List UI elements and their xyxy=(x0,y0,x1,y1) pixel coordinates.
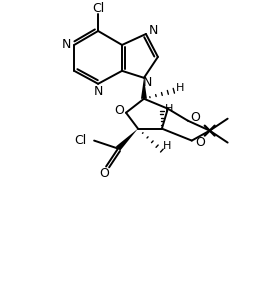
Text: O: O xyxy=(190,111,200,124)
Text: N: N xyxy=(143,76,153,89)
Text: Cl: Cl xyxy=(92,1,104,15)
Text: H: H xyxy=(176,83,184,93)
Text: N: N xyxy=(62,38,71,52)
Text: N: N xyxy=(149,24,159,38)
Text: Cl: Cl xyxy=(74,134,86,147)
Polygon shape xyxy=(116,129,138,151)
Text: O: O xyxy=(114,104,124,117)
Text: N: N xyxy=(93,85,103,98)
Polygon shape xyxy=(141,78,147,99)
Text: H: H xyxy=(163,141,171,150)
Text: H: H xyxy=(165,104,173,114)
Text: O: O xyxy=(195,136,205,149)
Text: O: O xyxy=(99,167,109,180)
